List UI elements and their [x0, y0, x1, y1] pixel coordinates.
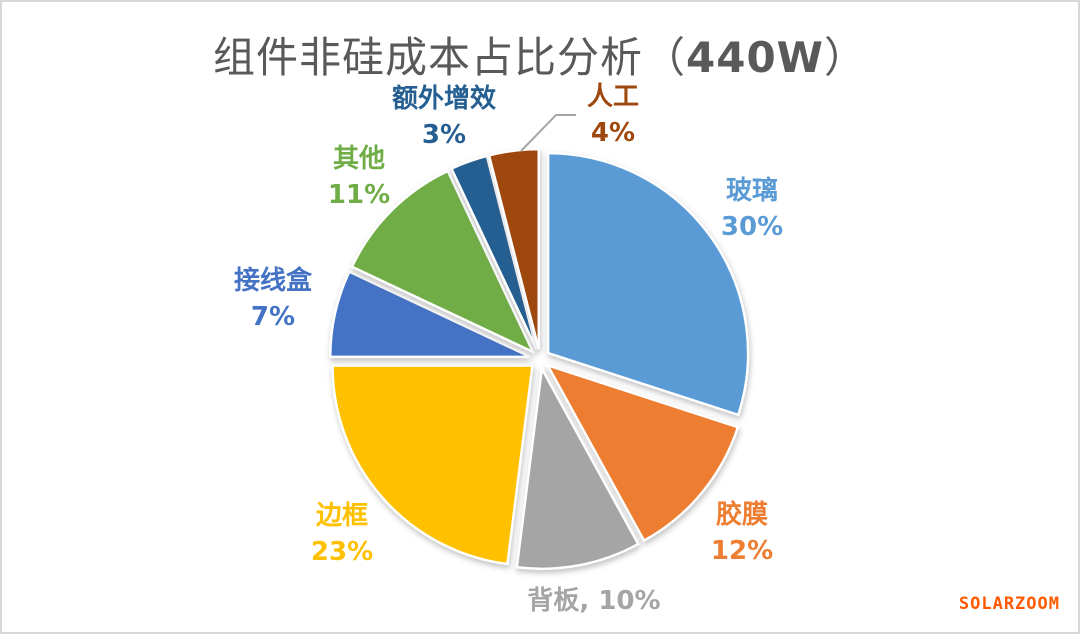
pie-label-6: 额外增效 3% — [392, 81, 496, 153]
pie-label-percent: 3% — [421, 120, 467, 150]
pie-label-name: 边框 — [315, 501, 369, 531]
pie-slice-4 — [328, 269, 531, 359]
pie-label-percent: 30% — [720, 212, 784, 242]
pie-label-percent: 12% — [710, 536, 774, 566]
pie-label-name: 玻璃 — [725, 176, 779, 206]
pie-label-name: 其他 — [332, 144, 386, 174]
pie-label-name: 接线盒 — [233, 266, 313, 296]
pie-slice-7 — [487, 147, 540, 350]
chart-title-close-paren: ） — [824, 33, 868, 82]
pie-label-1: 胶膜 12% — [711, 497, 773, 569]
pie-label-name: 额外增效 — [391, 84, 497, 114]
pie-label-text: 背板, 10% — [527, 586, 661, 616]
pie-label-percent: 4% — [590, 118, 636, 148]
pie-label-5: 其他 11% — [328, 141, 390, 213]
pie-slice-5 — [350, 169, 536, 355]
pie-label-2: 背板, 10% — [527, 583, 660, 619]
leader-line — [520, 114, 576, 152]
pie-label-percent: 11% — [327, 180, 391, 210]
pie-slice-6 — [449, 154, 538, 351]
pie-label-0: 玻璃 30% — [721, 173, 783, 245]
pie-label-percent: 23% — [310, 537, 374, 567]
chart-title: 组件非硅成本占比分析（440W） — [2, 24, 1078, 85]
pie-slice-3 — [331, 364, 534, 566]
pie-slice-2 — [515, 364, 640, 571]
pie-label-name: 胶膜 — [715, 500, 769, 530]
pie-label-percent: 7% — [250, 302, 296, 332]
pie-slice-1 — [545, 363, 740, 543]
chart-title-wattage: 440W — [686, 33, 824, 82]
pie-label-3: 边框 23% — [311, 498, 373, 570]
pie-label-7: 人工 4% — [587, 79, 639, 151]
pie-label-4: 接线盒 7% — [234, 263, 312, 335]
watermark: SOLARZOOM — [958, 594, 1060, 614]
chart-title-text: 组件非硅成本占比分析（ — [212, 33, 686, 82]
pie-label-name: 人工 — [586, 82, 640, 112]
pie-slice-0 — [546, 151, 750, 417]
